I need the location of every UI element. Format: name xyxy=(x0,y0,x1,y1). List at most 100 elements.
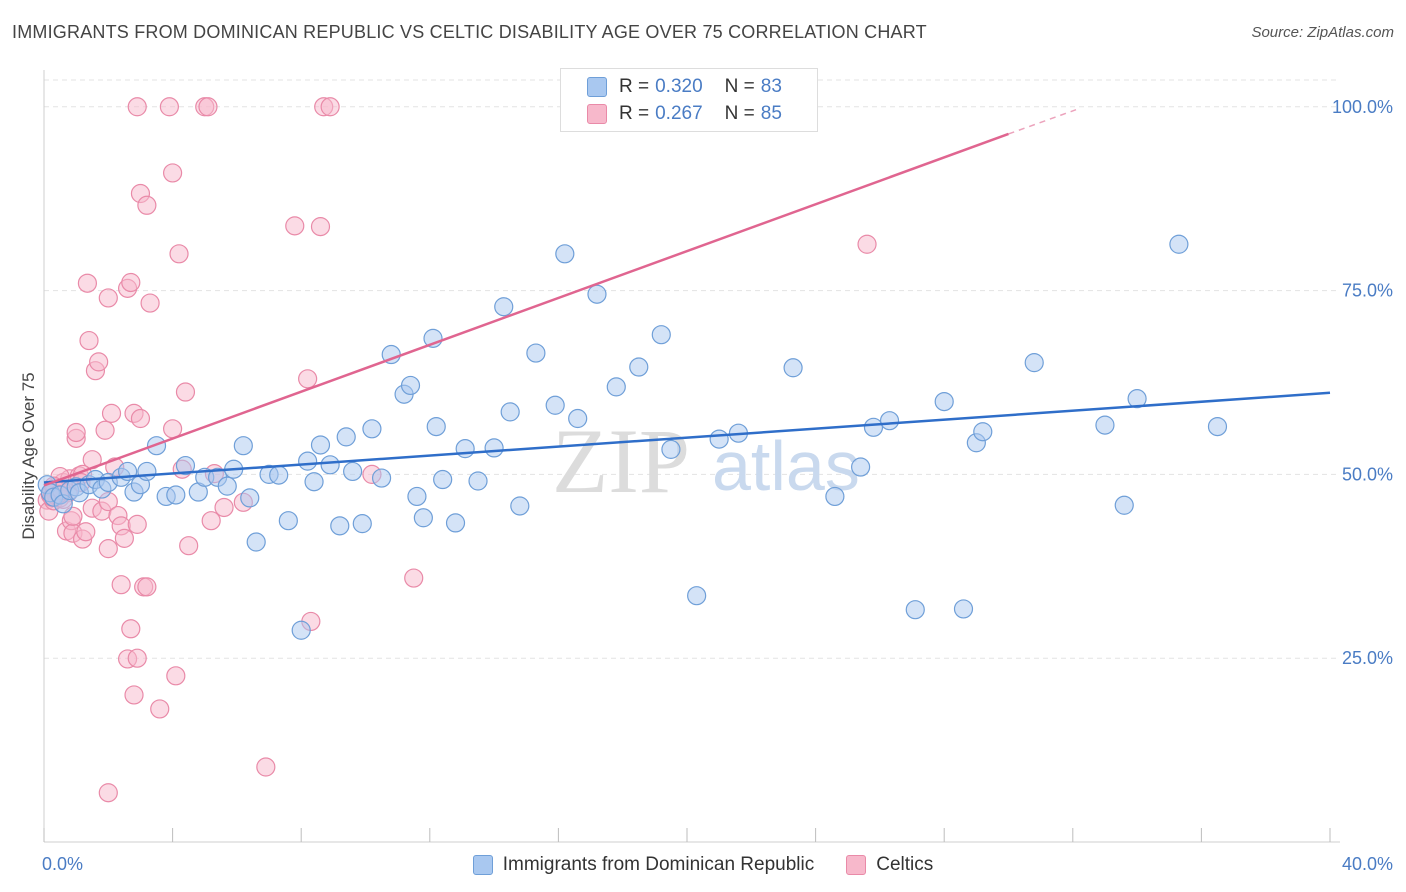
legend-label-dominican: Immigrants from Dominican Republic xyxy=(502,854,815,875)
legend-swatch-blue xyxy=(472,855,493,875)
dominican-point xyxy=(433,469,453,490)
celtics-point xyxy=(137,195,157,215)
chart-source: Source: ZipAtlas.com xyxy=(1251,24,1394,41)
celtics-point xyxy=(124,685,144,705)
dominican-point xyxy=(166,485,186,505)
legend-n-value: 85 xyxy=(760,103,782,124)
legend-r-value: 0.267 xyxy=(655,103,703,124)
dominican-point xyxy=(606,377,626,397)
legend-label-celtics: Celtics xyxy=(876,854,934,875)
dominican-points xyxy=(37,234,1228,640)
dominican-point xyxy=(362,419,382,439)
dominican-point xyxy=(526,343,546,363)
celtics-point xyxy=(101,403,122,423)
dominican-point xyxy=(1169,234,1189,254)
dominican-point xyxy=(468,471,488,491)
celtics-point xyxy=(166,666,186,686)
x-tick-label: 0.0% xyxy=(42,854,83,874)
celtics-point xyxy=(127,648,147,668)
correlation-legend: R = 0.320 N = 83 R = 0.267 N = 85 xyxy=(560,68,818,132)
celtics-point xyxy=(98,539,118,559)
legend-n-label: N = xyxy=(724,76,755,97)
dominican-point xyxy=(709,429,729,449)
y-tick-label: 75.0% xyxy=(1342,281,1393,301)
dominican-point xyxy=(851,457,871,477)
dominican-point xyxy=(291,620,311,640)
celtics-point xyxy=(198,97,218,117)
dominican-point xyxy=(1207,416,1228,437)
dominican-point xyxy=(783,358,803,378)
dominican-point xyxy=(413,508,433,528)
y-tick-label: 100.0% xyxy=(1332,97,1393,117)
legend-row-celtics: R = 0.267 N = 85 xyxy=(587,101,804,127)
legend-r-label: R = xyxy=(619,103,650,124)
dominican-point xyxy=(400,375,421,396)
celtics-point xyxy=(320,97,340,117)
dominican-point xyxy=(500,402,520,422)
legend-row-dominican: R = 0.320 N = 83 xyxy=(587,74,804,100)
x-tick-labels: 0.0% 40.0% xyxy=(42,854,1393,874)
dominican-point xyxy=(371,468,392,488)
dominican-point xyxy=(825,486,845,507)
dominican-point xyxy=(510,496,530,516)
dominican-point xyxy=(407,486,427,507)
dominican-point xyxy=(240,488,260,508)
dominican-point xyxy=(555,244,575,264)
dominican-point xyxy=(246,532,266,552)
celtics-point xyxy=(121,619,141,639)
dominican-point xyxy=(568,408,588,429)
celtics-point xyxy=(404,568,424,588)
dominican-point xyxy=(1024,353,1044,373)
legend-r-value: 0.320 xyxy=(655,76,703,97)
celtics-point xyxy=(127,514,147,534)
dominican-point xyxy=(278,511,298,531)
dominican-point xyxy=(352,514,372,534)
celtics-point xyxy=(121,272,141,293)
celtics-point xyxy=(175,382,196,402)
dominican-point xyxy=(905,600,925,620)
celtics-point xyxy=(310,217,331,237)
celtics-point xyxy=(98,288,118,308)
dominican-point xyxy=(310,435,331,455)
dominican-point xyxy=(545,395,565,415)
celtics-point xyxy=(76,522,96,542)
dominican-point xyxy=(934,391,954,412)
dominican-point xyxy=(973,422,993,442)
legend-swatch-pink xyxy=(846,855,867,875)
dominican-point xyxy=(343,461,363,482)
dominican-point xyxy=(651,325,671,345)
axes xyxy=(43,70,1340,843)
celtics-point xyxy=(77,273,98,293)
dominican-point xyxy=(863,417,884,437)
dominican-point xyxy=(953,599,974,619)
celtics-point xyxy=(150,699,170,719)
legend-r-label: R = xyxy=(619,76,650,97)
legend-item-dominican[interactable]: Immigrants from Dominican Republic xyxy=(472,854,815,876)
dominican-point xyxy=(661,439,681,459)
celtics-point xyxy=(163,163,183,183)
celtics-point xyxy=(79,330,99,351)
dominican-point xyxy=(445,513,466,533)
celtics-point xyxy=(98,783,118,803)
celtics-point xyxy=(169,244,189,264)
dominican-point xyxy=(336,427,356,447)
dominican-point xyxy=(304,472,324,492)
dominican-point xyxy=(629,357,649,377)
dominican-point xyxy=(320,455,340,475)
dominican-point xyxy=(137,461,157,482)
legend-item-celtics[interactable]: Celtics xyxy=(846,854,933,876)
celtics-point xyxy=(179,536,199,556)
dominican-point xyxy=(426,416,446,437)
dominican-trend-line xyxy=(43,391,1331,484)
celtics-point xyxy=(127,97,147,117)
chart-title: IMMIGRANTS FROM DOMINICAN REPUBLIC VS CE… xyxy=(12,22,927,42)
dominican-point xyxy=(1114,495,1134,515)
celtics-trend-extension xyxy=(1008,108,1077,135)
celtics-point xyxy=(137,577,157,597)
celtics-point xyxy=(857,234,877,254)
celtics-point xyxy=(114,528,134,548)
celtics-point xyxy=(95,420,115,440)
x-tick-label: 40.0% xyxy=(1342,854,1393,874)
celtics-point xyxy=(214,497,234,518)
